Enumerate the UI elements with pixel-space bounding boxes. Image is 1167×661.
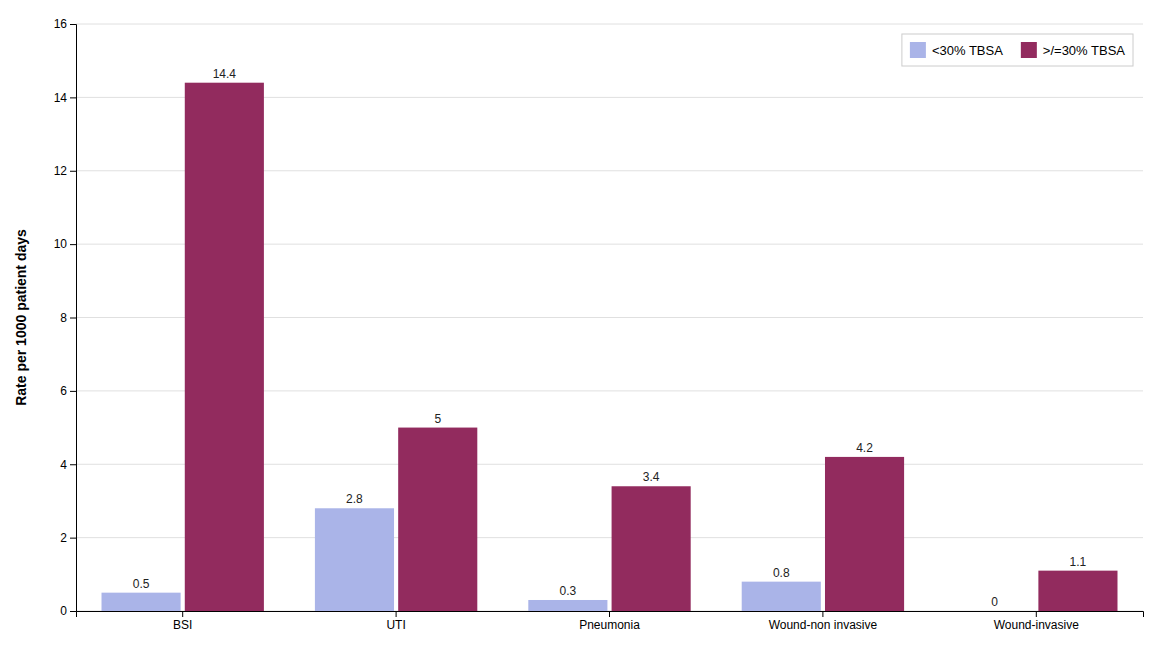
bar <box>528 600 607 611</box>
grid <box>76 24 1143 611</box>
tick-label: 6 <box>60 384 67 398</box>
tick: 4 <box>60 458 76 472</box>
tick: 8 <box>60 311 76 325</box>
tick-label: BSI <box>173 618 192 632</box>
data-label: 14.4 <box>213 67 237 81</box>
tick-label: 8 <box>60 311 67 325</box>
y-axis-title: Rate per 1000 patient days <box>13 229 29 406</box>
tick: 14 <box>54 91 76 105</box>
tick-label: Pneumonia <box>579 618 640 632</box>
tick: Pneumonia <box>579 611 640 632</box>
data-label: 5 <box>434 412 441 426</box>
tick-mark <box>70 391 76 392</box>
x-axis: BSI UTI Pneumonia Wound-non invasive Wound-i… <box>77 611 1144 632</box>
tick-label: 10 <box>54 237 68 251</box>
legend-swatch <box>1021 42 1037 58</box>
series <box>185 83 1118 611</box>
tick: Wound-non invasive <box>769 611 878 632</box>
tick-mark <box>182 611 183 617</box>
bar <box>185 83 264 611</box>
chart: 0.5 2.8 0.3 0.8 0 14.4 5 3.4 4.2 1.1 0 2 4 6 8 10 12 14 16… <box>0 0 1167 661</box>
data-label: 0.5 <box>133 577 150 591</box>
tick: 12 <box>54 164 76 178</box>
data-label: 1.1 <box>1070 555 1087 569</box>
tick-label: UTI <box>386 618 405 632</box>
tick-mark <box>70 171 76 172</box>
tick-label: Wound-invasive <box>994 618 1079 632</box>
tick-label: 12 <box>54 164 68 178</box>
bar <box>315 508 394 611</box>
data-labels: 0.5 2.8 0.3 0.8 0 14.4 5 3.4 4.2 1.1 <box>133 67 1087 609</box>
tick-label: 0 <box>60 604 67 618</box>
tick-label: Wound-non invasive <box>769 618 878 632</box>
data-label: 0 <box>991 595 998 609</box>
y-axis: 0 2 4 6 8 10 12 14 16 <box>54 17 77 618</box>
tick-mark <box>70 318 76 319</box>
tick: 0 <box>60 604 76 618</box>
data-label: 0.8 <box>773 566 790 580</box>
tick-mark <box>1036 611 1037 617</box>
tick: 2 <box>60 531 76 545</box>
bar <box>742 582 821 611</box>
axis-line <box>77 612 1144 618</box>
legend: <30% TBSA >/=30% TBSA <box>902 34 1133 66</box>
bar <box>612 486 691 611</box>
tick: 6 <box>60 384 76 398</box>
tick-mark <box>396 611 397 617</box>
tick: 16 <box>54 17 76 31</box>
tick-mark <box>609 611 610 617</box>
tick-label: 4 <box>60 458 67 472</box>
tick-mark <box>70 611 76 612</box>
plot: 0.5 2.8 0.3 0.8 0 14.4 5 3.4 4.2 1.1 0 2 4 6 8 10 12 14 16… <box>13 17 1144 631</box>
bar <box>398 428 477 611</box>
bar <box>825 457 904 611</box>
bars <box>102 83 1118 611</box>
data-label: 3.4 <box>643 470 660 484</box>
legend-label: >/=30% TBSA <box>1043 43 1125 58</box>
legend-item: >/=30% TBSA <box>1021 42 1125 58</box>
tick: UTI <box>386 611 405 632</box>
legend-item: <30% TBSA <box>910 42 1003 58</box>
tick-mark <box>70 24 76 25</box>
data-label: 0.3 <box>560 584 577 598</box>
tick-mark <box>70 464 76 465</box>
tick-mark <box>822 611 823 617</box>
tick-label: 2 <box>60 531 67 545</box>
axis-line <box>70 25 77 612</box>
legend-box <box>902 34 1133 66</box>
tick-mark <box>70 97 76 98</box>
legend-label: <30% TBSA <box>932 43 1003 58</box>
data-label: 2.8 <box>346 492 363 506</box>
tick-label: 14 <box>54 91 68 105</box>
bar <box>955 611 1034 612</box>
grid-line <box>76 24 1143 25</box>
legend-swatch <box>910 42 926 58</box>
bar <box>102 593 181 611</box>
data-label: 4.2 <box>856 441 873 455</box>
tick-mark <box>70 538 76 539</box>
tick-mark <box>70 244 76 245</box>
bar <box>1038 571 1117 611</box>
tick: Wound-invasive <box>994 611 1079 632</box>
tick: 10 <box>54 237 76 251</box>
tick: BSI <box>173 611 192 632</box>
tick-label: 16 <box>54 17 68 31</box>
